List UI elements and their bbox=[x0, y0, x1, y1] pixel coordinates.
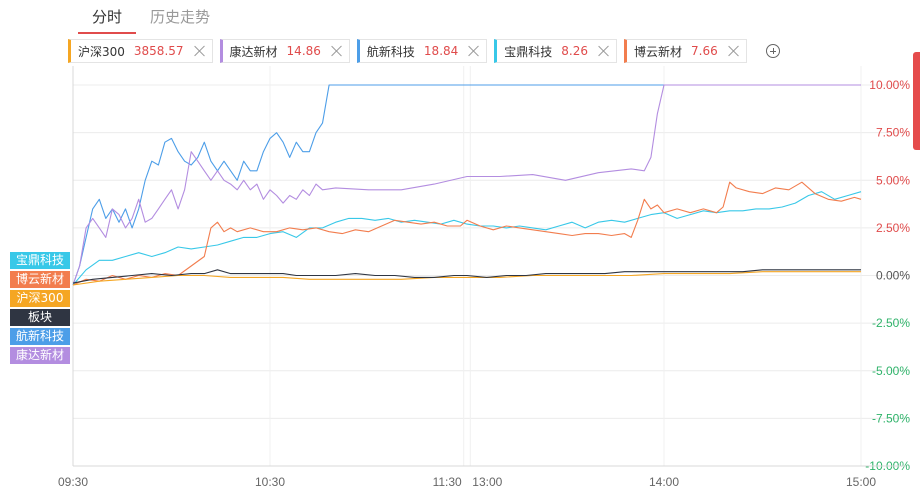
chip-hs300[interactable]: 沪深300 3858.57 bbox=[68, 39, 213, 63]
chip-name: 沪深300 bbox=[78, 44, 125, 59]
compare-chip-bar: 沪深300 3858.57 康达新材 14.86 航新科技 18.84 宝鼎科技… bbox=[68, 39, 780, 63]
series-line bbox=[72, 84, 861, 286]
y-tick-label: 5.00% bbox=[876, 173, 910, 187]
series-legend: 宝鼎科技 博云新材 沪深300 板块 航新科技 康达新材 bbox=[10, 252, 70, 366]
y-tick-label: -5.00% bbox=[872, 364, 910, 378]
chip-baoding[interactable]: 宝鼎科技 8.26 bbox=[494, 39, 618, 63]
x-tick-label: 15:00 bbox=[846, 475, 876, 489]
legend-item-boyun[interactable]: 博云新材 bbox=[10, 271, 70, 288]
y-tick-label: -2.50% bbox=[872, 316, 910, 330]
legend-item-kangda[interactable]: 康达新材 bbox=[10, 347, 70, 364]
legend-item-baoding[interactable]: 宝鼎科技 bbox=[10, 252, 70, 269]
chip-hangxin[interactable]: 航新科技 18.84 bbox=[356, 39, 488, 63]
series-line bbox=[72, 181, 862, 286]
y-tick-label: 0.00% bbox=[876, 269, 910, 283]
chip-value: 14.86 bbox=[286, 44, 321, 58]
chart-tabs: 分时 历史走势 bbox=[78, 0, 224, 34]
chip-value: 3858.57 bbox=[133, 44, 184, 58]
chip-name: 航新科技 bbox=[366, 44, 415, 59]
legend-item-sector[interactable]: 板块 bbox=[10, 309, 70, 326]
y-tick-label: -7.50% bbox=[872, 411, 910, 425]
series-line bbox=[72, 84, 861, 286]
x-tick-label: 09:30 bbox=[58, 475, 88, 489]
y-tick-label: 7.50% bbox=[876, 126, 910, 140]
tab-history[interactable]: 历史走势 bbox=[150, 8, 211, 26]
chip-name: 康达新材 bbox=[229, 44, 278, 59]
series-line bbox=[72, 269, 861, 284]
side-scroll-handle[interactable] bbox=[913, 52, 920, 150]
x-tick-label: 14:00 bbox=[649, 475, 679, 489]
add-compare-icon[interactable] bbox=[765, 44, 780, 58]
chip-value: 7.66 bbox=[691, 44, 718, 58]
x-tick-label: 11:30 bbox=[433, 475, 462, 489]
legend-item-hs300[interactable]: 沪深300 bbox=[10, 290, 70, 307]
x-tick-label: 10:30 bbox=[255, 475, 285, 489]
chip-kangda[interactable]: 康达新材 14.86 bbox=[219, 39, 350, 63]
legend-item-hangxin[interactable]: 航新科技 bbox=[10, 328, 70, 345]
series-line bbox=[72, 191, 862, 286]
chip-name: 博云新材 bbox=[634, 44, 683, 59]
chip-boyun[interactable]: 博云新材 7.66 bbox=[624, 39, 747, 63]
x-tick-label: 13:00 bbox=[472, 475, 502, 489]
chip-value: 8.26 bbox=[561, 44, 589, 58]
tab-intraday[interactable]: 分时 bbox=[78, 0, 137, 34]
y-tick-label: 2.50% bbox=[876, 221, 910, 235]
chip-name: 宝鼎科技 bbox=[504, 44, 553, 59]
chip-value: 18.84 bbox=[423, 44, 459, 58]
y-tick-label: 10.00% bbox=[869, 78, 910, 92]
